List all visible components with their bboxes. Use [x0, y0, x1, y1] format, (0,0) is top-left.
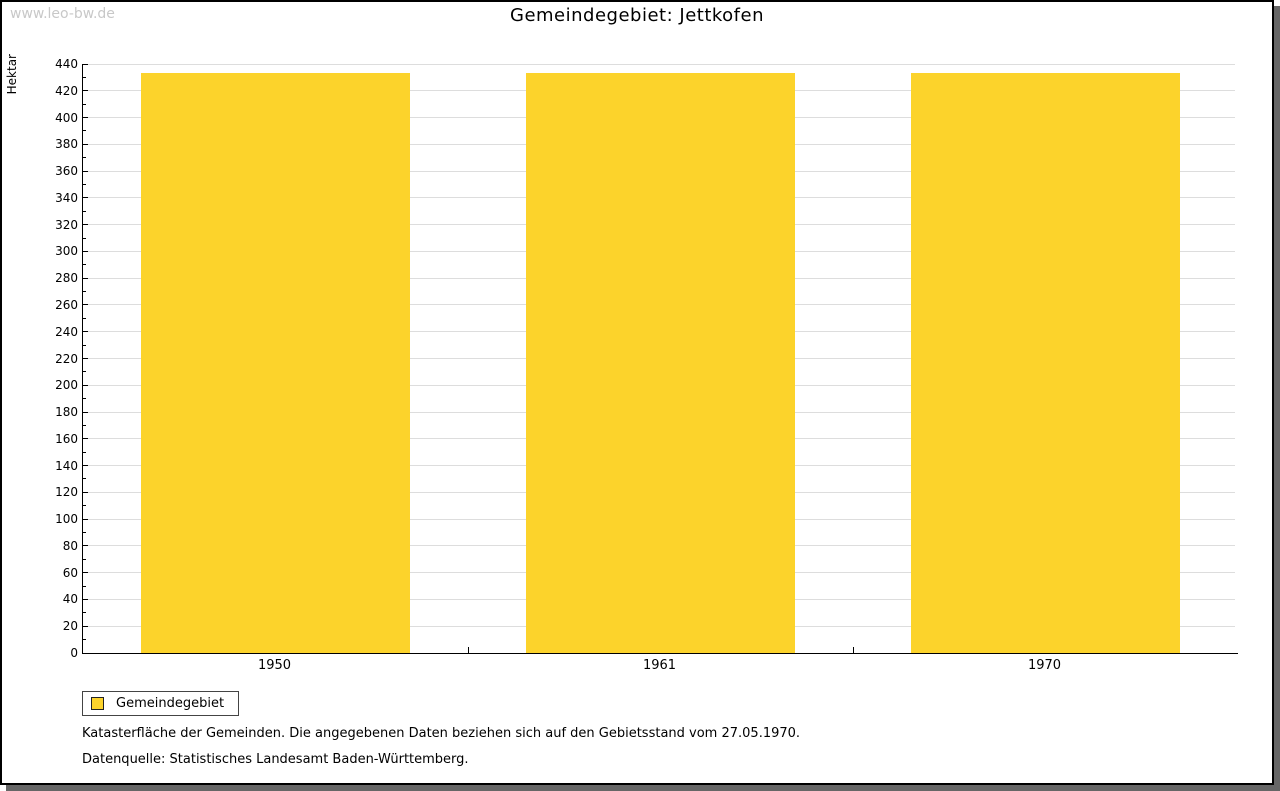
y-tick-label: 340: [55, 190, 78, 205]
y-minor-tick: [83, 478, 86, 480]
y-minor-tick: [83, 451, 86, 453]
y-tick-label: 400: [55, 110, 78, 125]
bar: [911, 73, 1180, 653]
y-minor-tick: [83, 639, 86, 641]
y-tick-label: 220: [55, 351, 78, 366]
y-major-tick: [83, 545, 88, 547]
y-minor-tick: [83, 371, 86, 373]
bar: [526, 73, 795, 653]
y-minor-tick: [83, 264, 86, 266]
y-major-tick: [83, 465, 88, 467]
y-major-tick: [83, 90, 88, 92]
y-tick-label: 80: [62, 538, 78, 553]
y-major-tick: [83, 491, 88, 493]
y-major-tick: [83, 625, 88, 627]
y-major-tick: [83, 572, 88, 574]
y-major-tick: [83, 197, 88, 199]
chart-title: Gemeindegebiet: Jettkofen: [510, 5, 764, 26]
y-major-tick: [83, 143, 88, 145]
x-boundary-tick: [853, 647, 854, 653]
y-tick-label: 40: [62, 592, 78, 607]
y-tick-label: 60: [62, 565, 78, 580]
y-major-tick: [83, 63, 88, 65]
y-minor-tick: [83, 237, 86, 239]
y-tick-label: 140: [55, 458, 78, 473]
y-minor-tick: [83, 183, 86, 185]
y-major-tick: [83, 518, 88, 520]
y-tick-label: 380: [55, 137, 78, 152]
bar: [141, 73, 410, 653]
y-minor-tick: [83, 157, 86, 159]
gridline: [83, 63, 1235, 65]
y-minor-tick: [83, 344, 86, 346]
y-major-tick: [83, 384, 88, 386]
y-tick-label: 320: [55, 217, 78, 232]
y-tick-label: 240: [55, 324, 78, 339]
y-tick-label: 160: [55, 431, 78, 446]
y-minor-tick: [83, 505, 86, 507]
x-category-label: 1950: [257, 658, 292, 673]
footnote-text: Katasterfläche der Gemeinden. Die angege…: [82, 726, 801, 741]
y-minor-tick: [83, 291, 86, 293]
y-major-tick: [83, 224, 88, 226]
y-major-tick: [83, 277, 88, 279]
y-tick-label: 120: [55, 485, 78, 500]
plot-area: [82, 63, 1238, 654]
y-minor-tick: [83, 210, 86, 212]
y-minor-tick: [83, 585, 86, 587]
y-minor-tick: [83, 612, 86, 614]
y-minor-tick: [83, 317, 86, 319]
y-tick-label: 300: [55, 244, 78, 259]
y-axis-title: Hektar: [5, 54, 19, 95]
y-tick-label: 360: [55, 164, 78, 179]
x-category-label: 1970: [1027, 658, 1062, 673]
x-boundary-tick: [468, 647, 469, 653]
y-major-tick: [83, 358, 88, 359]
y-major-tick: [83, 304, 88, 306]
y-major-tick: [83, 598, 88, 600]
y-tick-label: 20: [62, 619, 78, 634]
y-major-tick: [83, 250, 88, 252]
y-major-tick: [83, 170, 88, 172]
y-minor-tick: [83, 558, 86, 560]
y-minor-tick: [83, 130, 86, 132]
y-tick-label: 180: [55, 405, 78, 420]
y-tick-label: 280: [55, 271, 78, 286]
y-major-tick: [83, 411, 88, 413]
y-minor-tick: [83, 398, 86, 400]
y-tick-label: 420: [55, 83, 78, 98]
watermark: www.leo-bw.de: [10, 6, 115, 22]
y-major-tick: [83, 331, 88, 333]
y-minor-tick: [83, 424, 86, 426]
y-tick-label: 0: [70, 646, 78, 660]
legend-label: Gemeindegebiet: [116, 696, 225, 711]
y-major-tick: [83, 117, 88, 119]
legend-color-swatch: [91, 697, 104, 710]
legend: Gemeindegebiet: [82, 691, 240, 716]
y-major-tick: [83, 438, 88, 440]
y-minor-tick: [83, 532, 86, 534]
y-tick-label: 260: [55, 297, 78, 312]
y-minor-tick: [83, 103, 86, 105]
y-tick-label: 100: [55, 512, 78, 527]
data-source-text: Datenquelle: Statistisches Landesamt Bad…: [82, 752, 469, 767]
y-minor-tick: [83, 76, 86, 78]
y-tick-label: 200: [55, 378, 78, 393]
y-tick-label: 440: [55, 57, 78, 71]
x-category-label: 1961: [642, 658, 677, 673]
